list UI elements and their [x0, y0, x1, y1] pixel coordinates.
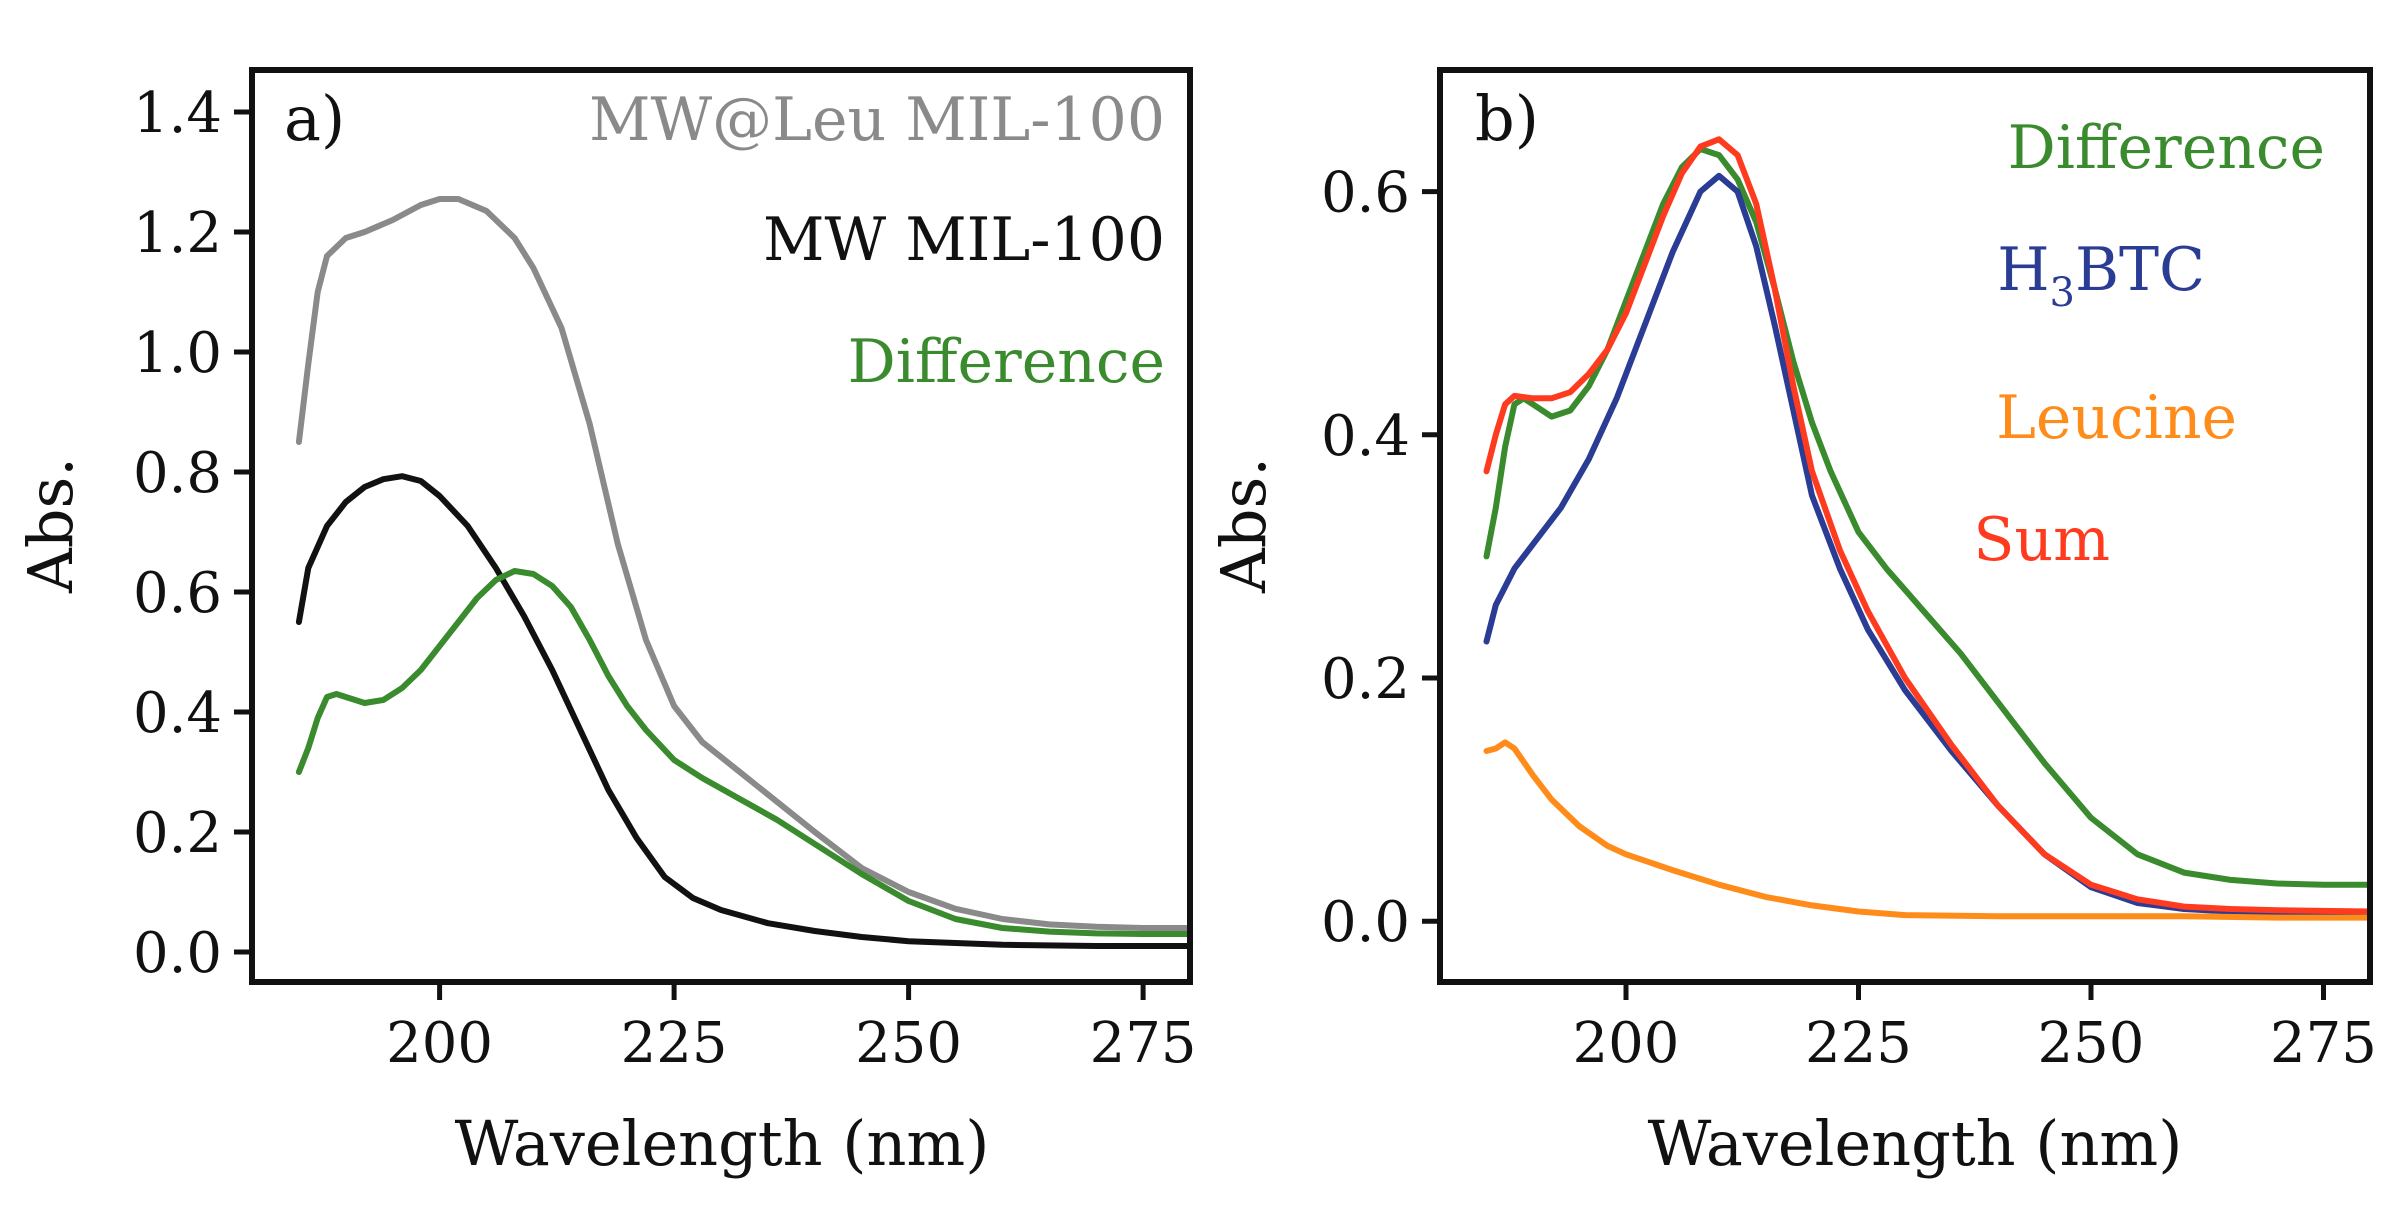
panel-a-y-tick-label-0.4: 0.4 [133, 681, 222, 746]
panel-a-y-tick-label-0.8: 0.8 [133, 441, 222, 506]
panel-a-x-tick-label-200: 200 [386, 1011, 493, 1076]
panel-b-plot-frame [1437, 67, 2373, 985]
panel-b-x-tick-label-275: 275 [2270, 1011, 2377, 1076]
panel-b-y-tick-label-0.6: 0.6 [1321, 161, 1410, 226]
panel-a-label: a) [284, 82, 345, 155]
panel-a-y-axis-title: Abs. [14, 457, 87, 594]
panel-a-y-tick-label-1.2: 1.2 [133, 201, 222, 266]
panel-a-y-tick-label-0.0: 0.0 [133, 921, 222, 986]
panel-b-legend-h3btc-rest: BTC [2075, 235, 2205, 305]
panel-a-x-axis-title: Wavelength (nm) [455, 1107, 990, 1180]
panel-b-series [1483, 136, 2373, 921]
panel-b-series-difference [1483, 146, 2373, 888]
panel-b-legend-h3btc-subscript: 3 [2050, 270, 2075, 316]
panel-a-y-tick-label-0.2: 0.2 [133, 801, 222, 866]
panel-b-x-tick-label-200: 200 [1573, 1011, 1680, 1076]
panel-a-ticks: 200 225 250 275 0.0 0.2 0.4 0.6 0.8 1.0 1.2 1.4 [133, 81, 1197, 1076]
panel-b-y-tick-label-0.2: 0.2 [1321, 647, 1410, 712]
panel-b-x-axis-title: Wavelength (nm) [1648, 1107, 2183, 1180]
panel-b-legend-difference: Difference [2008, 113, 2325, 183]
panel-b-y-tick-label-0.0: 0.0 [1321, 890, 1410, 955]
panel-a-series [295, 196, 1193, 949]
panel-b-legend-h3btc: H3BTC [1997, 235, 2205, 316]
panel-a-x-tick-label-250: 250 [855, 1011, 962, 1076]
panel-a-series-mw-mil-100 [295, 473, 1193, 949]
panel-b-y-axis-title: Abs. [1207, 457, 1280, 594]
panel-a-legend-difference: Difference [848, 327, 1165, 397]
panel-a-plot-frame [249, 67, 1193, 985]
panel-a-legend-mw-leu-mil-100: MW@Leu MIL-100 [589, 85, 1165, 155]
panel-b-x-tick-label-250: 250 [2038, 1011, 2145, 1076]
panel-a-y-tick-label-1.4: 1.4 [133, 81, 222, 146]
panel-a-legend-mw-mil-100: MW MIL-100 [763, 205, 1165, 275]
panel-b-ticks: 200 225 250 275 0.0 0.2 0.4 0.6 [1321, 161, 2377, 1076]
panel-b-label: b) [1475, 82, 1539, 155]
panel-a-x-tick-label-225: 225 [621, 1011, 728, 1076]
panel-a-series-mw-leu-mil-100 [295, 196, 1193, 931]
panel-b-legend-h3btc-main: H [1997, 235, 2049, 305]
panel-b-series-sum [1483, 136, 2373, 915]
panel-b-series-leucine [1483, 739, 2373, 921]
panel-a-y-tick-label-1.0: 1.0 [133, 321, 222, 386]
panel-b-x-tick-label-225: 225 [1805, 1011, 1912, 1076]
panel-b-legend-leucine: Leucine [1996, 383, 2237, 453]
panel-a-x-tick-label-275: 275 [1090, 1011, 1197, 1076]
panel-a-series-difference [295, 568, 1193, 937]
panel-b: 200 225 250 275 0.0 0.2 0.4 0.6 b) Difference H… [1207, 67, 2377, 1180]
panel-b-y-tick-label-0.4: 0.4 [1321, 404, 1410, 469]
panel-b-legend-sum: Sum [1973, 505, 2110, 575]
panel-a-y-tick-label-0.6: 0.6 [133, 561, 222, 626]
